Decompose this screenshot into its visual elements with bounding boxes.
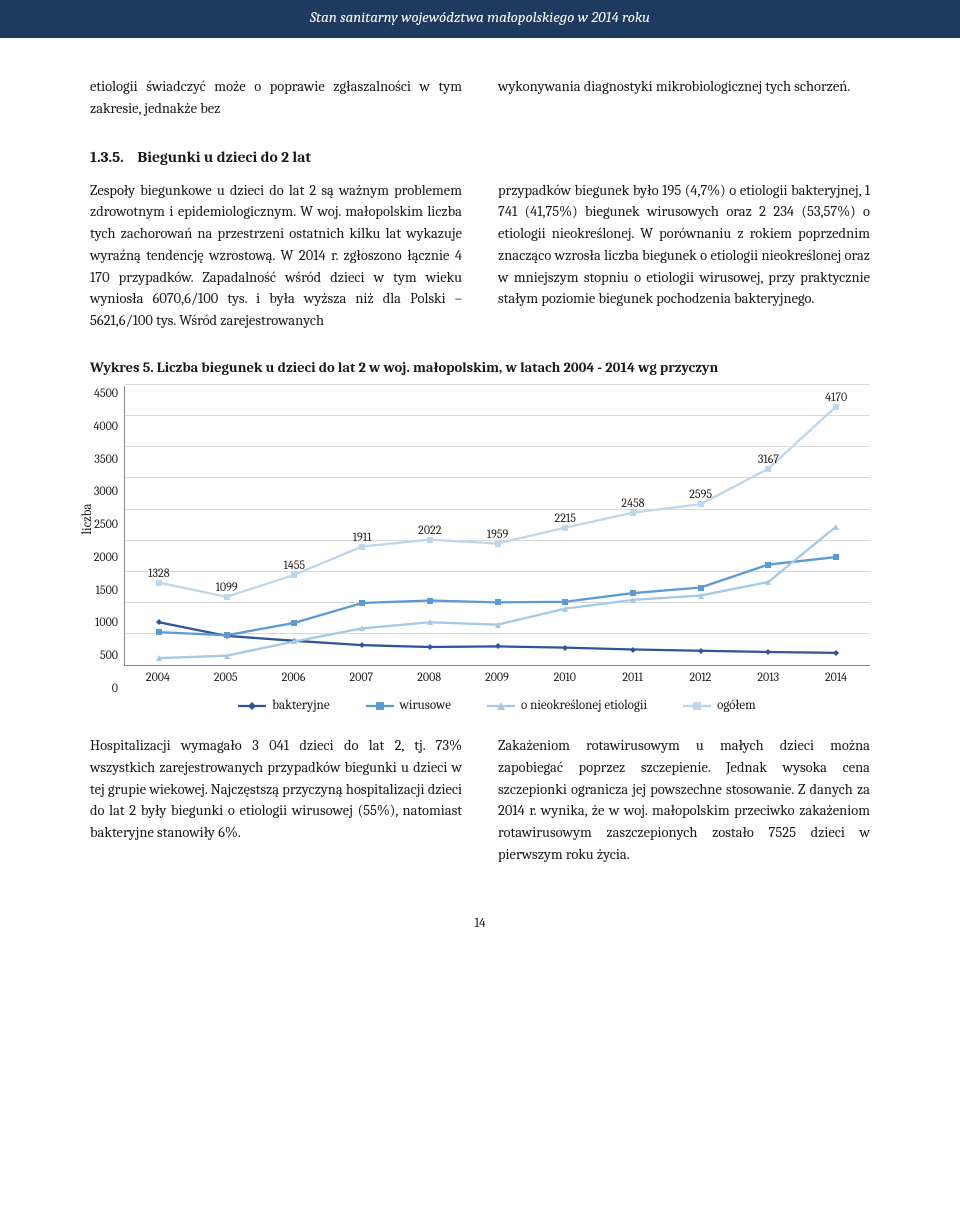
legend-symbol [683,700,711,712]
legend-item: wirusowe [366,698,451,713]
chart-point-label: 2022 [418,523,441,537]
chart-y-tick: 3000 [76,484,118,498]
chart-y-tick: 3500 [76,452,118,466]
chart-title: Wykres 5. Liczba biegunek u dzieci do la… [90,358,870,378]
chart-point-label: 2595 [689,487,712,501]
chart-point-label: 1099 [216,580,238,594]
chart-y-tick: 4500 [76,386,118,400]
page-header-band: Stan sanitarny województwa małopolskiego… [0,0,960,38]
chart-point-label: 2215 [555,511,576,525]
chart-y-tick: 2000 [76,550,118,564]
legend-symbol [487,700,515,712]
chart-x-tick: 2012 [667,670,735,684]
chart-y-tick: 1000 [76,615,118,629]
footer-columns: Hospitalizacji wymagało 3 041 dzieci do … [90,735,870,866]
chart-point-label: 3167 [758,452,779,466]
legend-label: bakteryjne [272,698,329,713]
legend-label: wirusowe [400,698,451,713]
chart-x-tick: 2010 [531,670,599,684]
body-right: przypadków biegunek było 195 (4,7%) o et… [498,180,870,332]
chart-markers-ogółem [125,386,870,665]
chart-legend: bakteryjne wirusowe o nieokreślonej etiolo… [124,698,870,713]
chart-x-tick: 2014 [802,670,870,684]
chart-y-tick: 0 [76,681,118,695]
body-columns: Zespoły biegunkowe u dzieci do lat 2 są … [90,180,870,332]
chart-y-tick: 4000 [76,419,118,433]
chart-plot-area: 1328 1099 1455 1911 2022 1959 2215 2458 2595 3167… [124,386,870,666]
footer-left: Hospitalizacji wymagało 3 041 dzieci do … [90,735,462,866]
legend-symbol [366,700,394,712]
legend-item: bakteryjne [238,698,329,713]
chart-x-tick: 2005 [192,670,260,684]
chart-x-tick: 2007 [327,670,395,684]
legend-label: ogółem [717,698,756,713]
chart-x-tick: 2013 [734,670,802,684]
chart-point-label: 2458 [621,496,644,510]
chart-gridline [125,384,870,385]
body-left: Zespoły biegunkowe u dzieci do lat 2 są … [90,180,462,332]
chart-y-tick: 2500 [76,517,118,531]
chart-x-tick: 2008 [395,670,463,684]
chart-x-tick: 2009 [463,670,531,684]
chart-point-label: 1455 [283,558,305,572]
chart: liczba 050010001500200025003000350040004… [90,386,870,713]
legend-symbol [238,700,266,712]
chart-x-ticks: 2004200520062007200820092010201120122013… [124,670,870,684]
legend-item: o nieokreślonej etiologii [487,698,647,713]
section-number: 1.3.5. [90,148,124,166]
intro-left: etiologii świadczyć może o poprawie zgła… [90,76,462,120]
chart-x-tick: 2004 [124,670,192,684]
chart-point-label: 1911 [353,530,372,544]
chart-point-label: 1959 [487,527,509,541]
legend-item: ogółem [683,698,756,713]
chart-x-tick: 2006 [260,670,328,684]
footer-right: Zakażeniom rotawirusowym u małych dzieci… [498,735,870,866]
section-heading: 1.3.5. Biegunki u dzieci do 2 lat [90,148,870,166]
page-content: etiologii świadczyć może o poprawie zgła… [0,76,960,961]
intro-right: wykonywania diagnostyki mikrobiologiczne… [498,76,870,120]
chart-point-label: 4170 [825,390,847,404]
chart-y-ticks: 0 500 1000 1500 2000 2500 3000 3500 4000 4500 [76,386,118,695]
page-number: 14 [90,916,870,931]
section-title: Biegunki u dzieci do 2 lat [137,148,311,166]
chart-x-tick: 2011 [599,670,667,684]
header-title: Stan sanitarny województwa małopolskiego… [310,8,650,26]
chart-y-tick: 1500 [76,583,118,597]
chart-point-label: 1328 [148,566,169,580]
intro-columns: etiologii świadczyć może o poprawie zgła… [90,76,870,120]
legend-label: o nieokreślonej etiologii [521,698,647,713]
chart-y-tick: 500 [76,648,118,662]
